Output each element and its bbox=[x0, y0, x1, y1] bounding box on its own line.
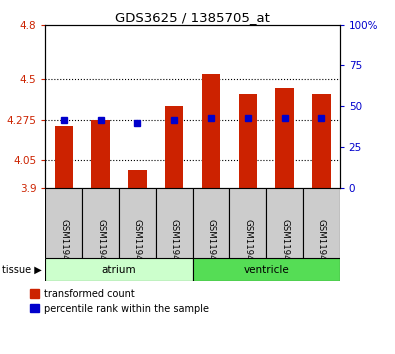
Text: GSM119422: GSM119422 bbox=[59, 219, 68, 272]
Bar bbox=[275, 88, 294, 188]
Bar bbox=[202, 74, 220, 188]
Bar bbox=[229, 188, 266, 258]
Bar bbox=[156, 188, 193, 258]
Bar bbox=[128, 170, 147, 188]
Bar bbox=[119, 188, 156, 258]
Text: GSM119429: GSM119429 bbox=[317, 219, 326, 272]
Bar bbox=[55, 126, 73, 188]
Bar bbox=[193, 258, 340, 281]
Bar bbox=[193, 188, 229, 258]
Text: GSM119425: GSM119425 bbox=[170, 219, 179, 272]
Text: GSM119426: GSM119426 bbox=[207, 219, 215, 272]
Title: GDS3625 / 1385705_at: GDS3625 / 1385705_at bbox=[115, 11, 270, 24]
Bar bbox=[165, 106, 183, 188]
Bar bbox=[239, 93, 257, 188]
Bar bbox=[82, 188, 119, 258]
Text: tissue ▶: tissue ▶ bbox=[2, 265, 42, 275]
Bar bbox=[91, 120, 110, 188]
Bar bbox=[312, 93, 331, 188]
Bar bbox=[266, 188, 303, 258]
Text: GSM119424: GSM119424 bbox=[133, 219, 142, 272]
Bar bbox=[45, 258, 193, 281]
Text: GSM119427: GSM119427 bbox=[243, 219, 252, 272]
Text: GSM119428: GSM119428 bbox=[280, 219, 289, 272]
Text: ventricle: ventricle bbox=[243, 265, 289, 275]
Bar bbox=[303, 188, 340, 258]
Bar bbox=[45, 188, 82, 258]
Legend: transformed count, percentile rank within the sample: transformed count, percentile rank withi… bbox=[26, 285, 213, 318]
Text: atrium: atrium bbox=[102, 265, 136, 275]
Text: GSM119423: GSM119423 bbox=[96, 219, 105, 272]
